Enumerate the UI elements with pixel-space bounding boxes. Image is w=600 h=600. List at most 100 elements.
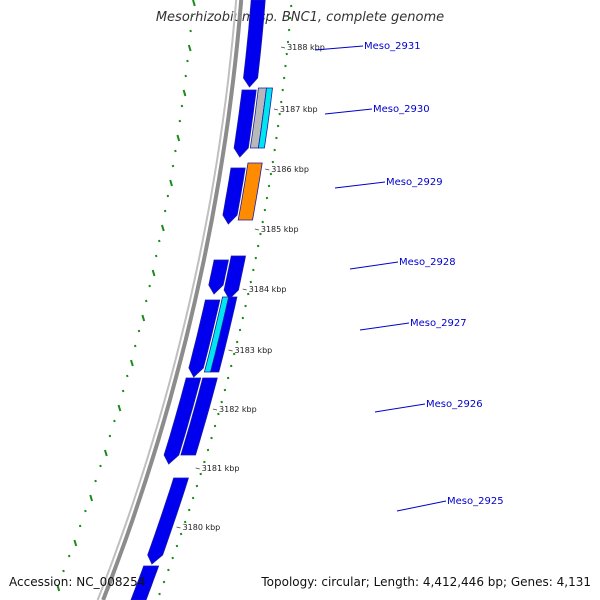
gc-skew-track xyxy=(56,0,293,596)
gc-skew-tick xyxy=(130,359,134,367)
gc-skew-dot xyxy=(275,136,278,140)
gc-skew-dot xyxy=(271,160,275,164)
gene-arrow xyxy=(147,477,189,565)
kbp-tick xyxy=(280,46,286,49)
gc-skew-dot xyxy=(288,16,292,20)
gc-skew-tick xyxy=(189,29,192,33)
gc-skew-dot xyxy=(235,340,239,344)
gene-arrow xyxy=(188,299,221,378)
gc-skew-dot xyxy=(247,292,250,296)
map-title: Mesorhizobium sp. BNC1, complete genome xyxy=(155,10,445,25)
gc-skew-tick xyxy=(99,464,102,468)
gc-skew-tick xyxy=(154,254,158,258)
gc-skew-dot xyxy=(206,448,210,452)
gc-skew-tick xyxy=(62,569,65,573)
gc-skew-tick xyxy=(121,389,125,393)
kbp-tick xyxy=(242,288,247,291)
gc-skew-dot xyxy=(256,244,260,248)
gene-arrow xyxy=(223,255,246,300)
gc-skew-tick xyxy=(84,509,87,513)
kbp-tick xyxy=(195,467,200,470)
gc-skew-dot xyxy=(158,592,161,596)
gene-arrow xyxy=(257,87,273,149)
gc-skew-tick xyxy=(126,374,129,378)
gene-arrow xyxy=(222,167,246,225)
gc-skew-tick xyxy=(73,539,78,547)
gc-skew-tick xyxy=(174,149,177,153)
gc-skew-dot xyxy=(284,64,287,68)
gc-skew-dot xyxy=(263,208,267,212)
gc-skew-tick xyxy=(169,179,173,187)
gc-skew-dot xyxy=(252,268,255,272)
gc-skew-dot xyxy=(187,508,191,512)
backbone-line xyxy=(96,0,238,600)
gc-skew-dot xyxy=(287,28,291,32)
gc-skew-dot xyxy=(285,52,288,56)
gc-skew-tick xyxy=(166,194,170,198)
gc-skew-dot xyxy=(203,460,206,464)
gc-skew-dot xyxy=(241,316,245,320)
gc-skew-dot xyxy=(217,412,220,416)
gc-skew-tick xyxy=(187,44,192,52)
gc-skew-tick xyxy=(141,314,146,322)
gc-skew-dot xyxy=(286,40,290,44)
gene-arrow xyxy=(210,296,238,373)
gc-skew-dot xyxy=(223,388,227,392)
gc-skew-tick xyxy=(151,269,156,277)
kbp-label: 3184 kbp xyxy=(249,285,287,294)
gene-track xyxy=(130,0,273,600)
kbp-tick xyxy=(228,349,233,352)
gc-skew-dot xyxy=(167,568,170,572)
gc-skew-tick xyxy=(186,59,189,63)
backbone-line xyxy=(101,0,244,600)
gc-skew-tick xyxy=(158,239,161,243)
gc-skew-dot xyxy=(179,532,183,536)
gene-leader-line xyxy=(359,322,410,331)
gc-skew-dot xyxy=(289,4,293,8)
gc-skew-dot xyxy=(281,88,284,92)
kbp-tick xyxy=(273,108,279,111)
gene-arrow xyxy=(163,377,202,465)
kbp-label: 3187 kbp xyxy=(280,105,318,114)
gene-leader-line xyxy=(324,108,373,115)
gc-skew-dot xyxy=(265,196,269,200)
gc-skew-dot xyxy=(175,544,179,548)
gene-label: Meso_2929 xyxy=(386,177,443,188)
gc-skew-tick xyxy=(56,584,61,592)
gene-leader-line xyxy=(396,500,447,512)
kbp-label: 3183 kbp xyxy=(235,346,273,355)
gc-skew-dot xyxy=(249,280,253,284)
gc-skew-dot xyxy=(238,328,242,332)
accession-text: Accession: NC_008254 xyxy=(9,575,146,589)
backbone-track xyxy=(96,0,244,600)
kbp-ruler: 3188 kbp 3187 kbp 3186 kbp 3185 kbp 3184 kbp… xyxy=(176,43,325,532)
gc-skew-tick xyxy=(137,329,141,333)
gc-skew-dot xyxy=(244,304,247,308)
gc-skew-dot xyxy=(278,112,281,116)
gc-skew-tick xyxy=(144,299,148,303)
gc-skew-tick xyxy=(67,554,71,558)
gc-skew-tick xyxy=(133,344,137,348)
gc-skew-tick xyxy=(180,104,184,108)
gene-arrow xyxy=(237,162,263,221)
gc-skew-tick xyxy=(161,224,165,232)
gene-label: Meso_2930 xyxy=(373,104,430,115)
gc-skew-dot xyxy=(213,424,217,428)
gc-skew-dot xyxy=(162,580,166,584)
gene-labels: Meso_2931 Meso_2930 Meso_2929 Meso_2928 Meso… xyxy=(314,41,504,512)
gc-skew-dot xyxy=(191,496,195,500)
gc-skew-dot xyxy=(267,184,271,188)
gc-skew-tick xyxy=(117,404,122,412)
gc-skew-tick xyxy=(182,89,187,97)
gc-skew-tick xyxy=(89,494,94,502)
gc-skew-tick xyxy=(78,524,82,528)
gc-skew-dot xyxy=(183,520,187,524)
gene-arrow xyxy=(243,0,266,88)
gene-arrow xyxy=(130,565,160,600)
kbp-label: 3180 kbp xyxy=(183,523,221,532)
gene-label: Meso_2926 xyxy=(426,399,483,410)
gene-label: Meso_2927 xyxy=(410,318,467,329)
kbp-label: 3188 kbp xyxy=(287,43,325,52)
gc-skew-dot xyxy=(269,172,273,176)
